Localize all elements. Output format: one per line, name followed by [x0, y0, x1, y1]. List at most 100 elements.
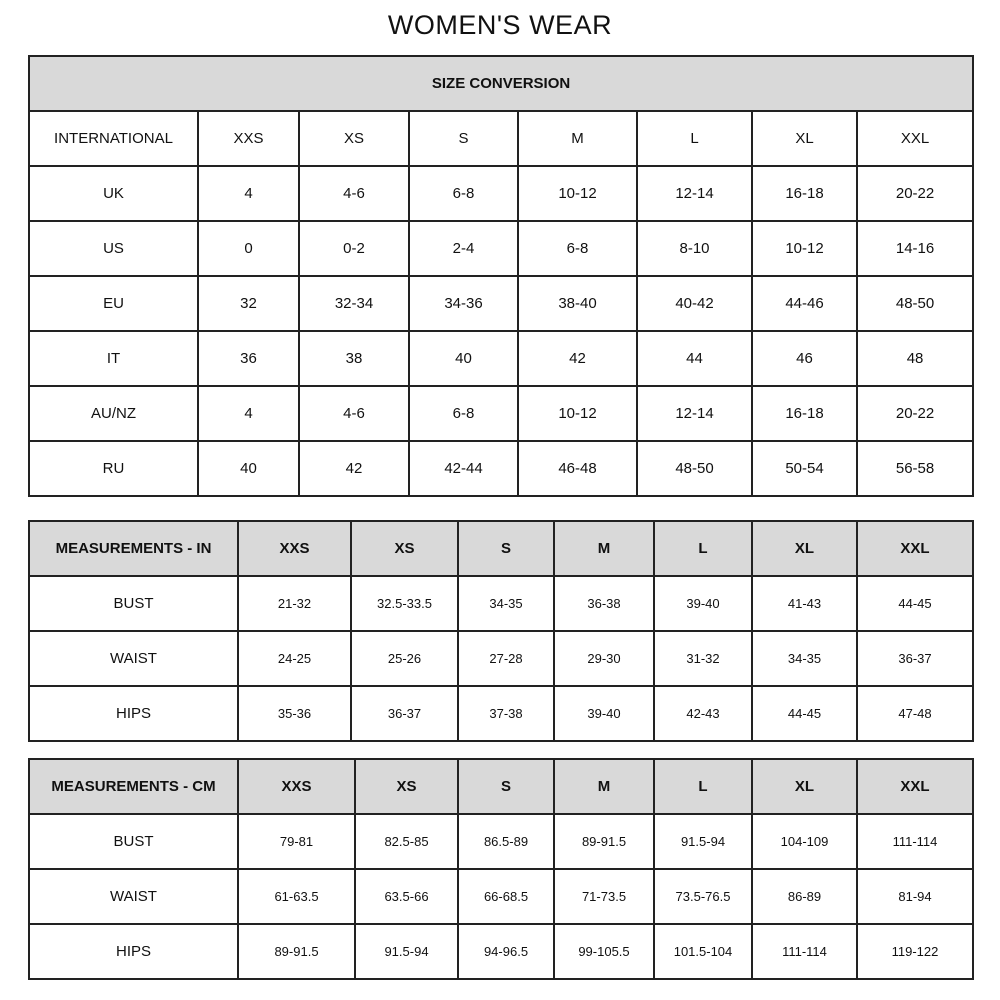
- table-cell: 2-4: [408, 220, 519, 277]
- table-cell: 34-36: [408, 275, 519, 332]
- table-cell: 20-22: [855, 385, 975, 442]
- row-label: HIPS: [28, 685, 239, 742]
- table-cell: 63.5-66: [354, 868, 459, 925]
- table-cell: 44: [636, 330, 753, 387]
- row-label: RU: [28, 440, 199, 497]
- table-cell: 20-22: [855, 165, 975, 222]
- table-cell: 4-6: [298, 385, 410, 442]
- column-header: M: [553, 758, 655, 815]
- column-header: XS: [350, 520, 459, 577]
- table-cell: 44-46: [751, 275, 858, 332]
- table-cell: 31-32: [653, 630, 753, 687]
- table-cell: 40: [408, 330, 519, 387]
- table-row: WAIST 24-25 25-26 27-28 29-30 31-32 34-35 36-37: [28, 630, 974, 687]
- table-cell: XS: [298, 110, 410, 167]
- column-header: XXL: [856, 520, 974, 577]
- table-cell: 66-68.5: [457, 868, 555, 925]
- table-cell: 40: [197, 440, 300, 497]
- table-cell: 24-25: [237, 630, 352, 687]
- table-cell: 73.5-76.5: [653, 868, 753, 925]
- table-cell: M: [517, 110, 638, 167]
- row-label: EU: [28, 275, 199, 332]
- table-cell: 46: [751, 330, 858, 387]
- table-cell: 10-12: [517, 385, 638, 442]
- table-cell: 48-50: [636, 440, 753, 497]
- table-cell: 12-14: [636, 165, 753, 222]
- table-cell: 6-8: [517, 220, 638, 277]
- table-cell: 44-45: [751, 685, 858, 742]
- table-cell: 44-45: [856, 575, 974, 632]
- table-header-row: MEASUREMENTS - CM XXS XS S M L XL XXL: [28, 758, 974, 815]
- row-label: HIPS: [28, 923, 239, 980]
- table-cell: 79-81: [237, 813, 356, 870]
- table-row: US 0 0-2 2-4 6-8 8-10 10-12 14-16: [28, 220, 975, 277]
- table-cell: 37-38: [457, 685, 555, 742]
- row-label: WAIST: [28, 868, 239, 925]
- table-cell: 10-12: [751, 220, 858, 277]
- row-label: UK: [28, 165, 199, 222]
- table-cell: 34-35: [457, 575, 555, 632]
- table-cell: 36-38: [553, 575, 655, 632]
- table-cell: 48-50: [855, 275, 975, 332]
- table-cell: 86-89: [751, 868, 858, 925]
- table-cell: 41-43: [751, 575, 858, 632]
- table-cell: 48: [855, 330, 975, 387]
- column-header: M: [553, 520, 655, 577]
- column-header: L: [653, 520, 753, 577]
- table-cell: 89-91.5: [553, 813, 655, 870]
- table-cell: 82.5-85: [354, 813, 459, 870]
- row-label: AU/NZ: [28, 385, 199, 442]
- table-row: BUST 21-32 32.5-33.5 34-35 36-38 39-40 41-43 44…: [28, 575, 974, 632]
- row-label: US: [28, 220, 199, 277]
- measurements-cm-table: MEASUREMENTS - CM XXS XS S M L XL XXL BUST 79-81 8…: [28, 758, 974, 980]
- column-header: S: [457, 758, 555, 815]
- table-cell: 32.5-33.5: [350, 575, 459, 632]
- table-heading: SIZE CONVERSION: [27, 55, 975, 112]
- table-cell: 38: [298, 330, 410, 387]
- table-row: EU 32 32-34 34-36 38-40 40-42 44-46 48-50: [28, 275, 975, 332]
- table-cell: 29-30: [553, 630, 655, 687]
- column-header: XL: [751, 758, 858, 815]
- table-cell: XXS: [197, 110, 300, 167]
- row-label: INTERNATIONAL: [28, 110, 199, 167]
- table-cell: 61-63.5: [237, 868, 356, 925]
- page-title: WOMEN'S WEAR: [387, 10, 613, 40]
- table-cell: 42: [298, 440, 410, 497]
- table-cell: 16-18: [751, 165, 858, 222]
- table-cell: 47-48: [856, 685, 974, 742]
- table-cell: 4-6: [298, 165, 410, 222]
- column-header: L: [653, 758, 753, 815]
- table-cell: 46-48: [517, 440, 638, 497]
- table-cell: 119-122: [856, 923, 974, 980]
- table-row: WAIST 61-63.5 63.5-66 66-68.5 71-73.5 73.5-76…: [28, 868, 974, 925]
- table-cell: 16-18: [751, 385, 858, 442]
- column-header: XL: [751, 520, 858, 577]
- table-cell: 40-42: [636, 275, 753, 332]
- table-cell: 39-40: [553, 685, 655, 742]
- table-cell: 101.5-104: [653, 923, 753, 980]
- table-cell: L: [636, 110, 753, 167]
- table-cell: 21-32: [237, 575, 352, 632]
- table-cell: 89-91.5: [237, 923, 356, 980]
- table-row: BUST 79-81 82.5-85 86.5-89 89-91.5 91.5-94 104…: [28, 813, 974, 870]
- column-header: MEASUREMENTS - IN: [28, 520, 239, 577]
- table-row: INTERNATIONAL XXS XS S M L XL XXL: [28, 110, 975, 167]
- table-cell: 42-43: [653, 685, 753, 742]
- table-cell: 35-36: [237, 685, 352, 742]
- table-cell: 6-8: [408, 165, 519, 222]
- table-cell: 32: [197, 275, 300, 332]
- table-row: RU 40 42 42-44 46-48 48-50 50-54 56-58: [28, 440, 975, 497]
- table-cell: 91.5-94: [354, 923, 459, 980]
- table-cell: 91.5-94: [653, 813, 753, 870]
- table-cell: 104-109: [751, 813, 858, 870]
- table-cell: 6-8: [408, 385, 519, 442]
- table-cell: 4: [197, 385, 300, 442]
- table-cell: 8-10: [636, 220, 753, 277]
- table-cell: 39-40: [653, 575, 753, 632]
- table-cell: 36: [197, 330, 300, 387]
- table-cell: 50-54: [751, 440, 858, 497]
- table-row: UK 4 4-6 6-8 10-12 12-14 16-18 20-22: [28, 165, 975, 222]
- measurements-inches-table: MEASUREMENTS - IN XXS XS S M L XL XXL BUST 21-32 3…: [28, 520, 974, 742]
- table-cell: XL: [751, 110, 858, 167]
- size-conversion-table: SIZE CONVERSION INTERNATIONAL XXS XS S M L XL XX…: [27, 55, 975, 497]
